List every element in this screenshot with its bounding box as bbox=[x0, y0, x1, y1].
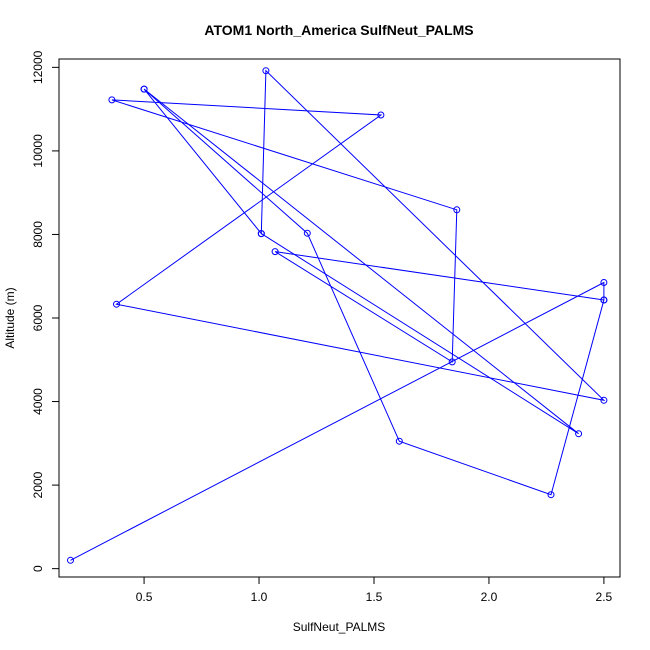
y-tick-label: 12000 bbox=[31, 50, 45, 84]
y-tick-label: 4000 bbox=[31, 388, 45, 415]
series-line bbox=[70, 69, 606, 561]
y-axis-label: Altitude (m) bbox=[3, 287, 17, 348]
data-point bbox=[140, 85, 148, 93]
data-point bbox=[395, 437, 403, 445]
x-axis-label: SulfNeut_PALMS bbox=[293, 620, 386, 634]
data-point bbox=[575, 430, 583, 438]
data-point bbox=[377, 111, 385, 119]
x-tick-label: 1.5 bbox=[366, 590, 383, 604]
data-point bbox=[600, 296, 608, 304]
data-point bbox=[108, 96, 116, 104]
y-tick-label: 2000 bbox=[31, 471, 45, 498]
data-point bbox=[547, 491, 555, 499]
data-point bbox=[600, 396, 608, 404]
data-point bbox=[262, 67, 270, 75]
chart-title: ATOM1 North_America SulfNeut_PALMS bbox=[204, 22, 473, 38]
data-point bbox=[67, 556, 74, 564]
data-point bbox=[303, 229, 311, 237]
data-point bbox=[113, 300, 120, 308]
x-tick-label: 2.0 bbox=[481, 590, 498, 604]
data-point bbox=[257, 230, 265, 238]
x-tick-label: 2.5 bbox=[596, 590, 613, 604]
data-point bbox=[271, 248, 279, 256]
x-tick-label: 1.0 bbox=[251, 590, 268, 604]
y-axis-ticks: 0 2000 4000 6000 8000 10000 12000 bbox=[31, 50, 59, 572]
data-point bbox=[448, 358, 456, 366]
x-tick-label: 0.5 bbox=[136, 590, 153, 604]
series-layer bbox=[67, 67, 608, 564]
series-line bbox=[143, 88, 579, 435]
data-point bbox=[600, 279, 608, 286]
y-tick-label: 8000 bbox=[31, 221, 45, 248]
y-tick-label: 0 bbox=[31, 565, 45, 572]
y-tick-label: 6000 bbox=[31, 304, 45, 331]
x-axis-ticks: 0.5 1.0 1.5 2.0 2.5 bbox=[136, 577, 613, 604]
data-point bbox=[453, 206, 461, 214]
y-tick-label: 10000 bbox=[31, 134, 45, 168]
